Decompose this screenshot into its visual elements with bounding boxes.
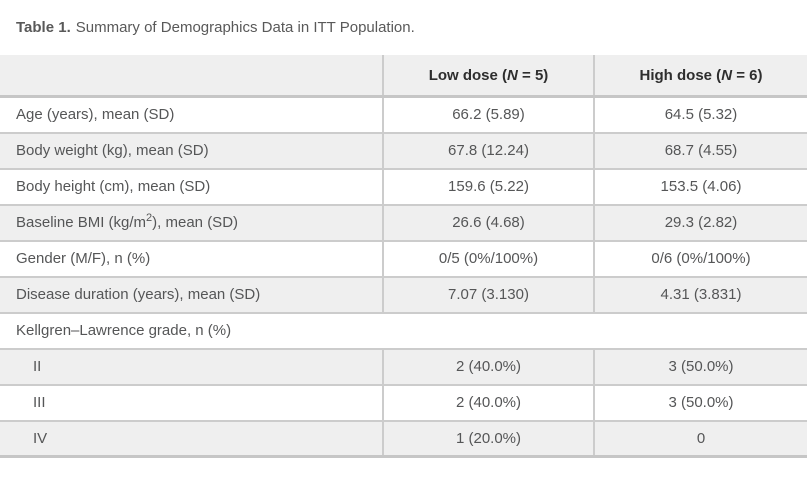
table-row-age: Age (years), mean (SD) 66.2 (5.89) 64.5 …	[0, 96, 807, 133]
low-dose-n: N	[507, 66, 518, 84]
row-label: Body height (cm), mean (SD)	[0, 167, 383, 205]
table-row-grade-2: II 2 (40.0%) 3 (50.0%)	[0, 347, 807, 385]
header-row: Low dose (N = 5) High dose (N = 6)	[0, 55, 807, 98]
row-label: III	[0, 383, 383, 421]
high-dose-value: 3 (50.0%)	[593, 347, 807, 385]
row-label: II	[0, 347, 383, 385]
row-label: IV	[0, 419, 383, 457]
low-dose-label-post: = 5)	[517, 66, 549, 84]
low-dose-value: 2 (40.0%)	[382, 347, 594, 385]
column-header-high-dose: High dose (N = 6)	[593, 55, 807, 98]
row-label: Disease duration (years), mean (SD)	[0, 275, 383, 313]
bmi-label-post: ), mean (SD)	[152, 214, 239, 231]
table-caption-text: Summary of Demographics Data in ITT Popu…	[75, 19, 415, 36]
low-dose-value: 26.6 (4.68)	[382, 203, 594, 241]
row-label: Age (years), mean (SD)	[16, 106, 175, 124]
high-dose-value: 4.31 (3.831)	[593, 275, 807, 313]
high-dose-value: 29.3 (2.82)	[593, 203, 807, 241]
low-dose-value: 2 (40.0%)	[382, 383, 594, 421]
high-dose-value: 68.7 (4.55)	[593, 131, 807, 169]
column-header-low-dose: Low dose (N = 5)	[382, 55, 594, 98]
table-row-kellgren-lawrence-section: Kellgren–Lawrence grade, n (%)	[0, 311, 807, 349]
table-row-disease-duration: Disease duration (years), mean (SD) 7.07…	[0, 275, 807, 313]
low-dose-value: 67.8 (12.24)	[382, 131, 594, 169]
bmi-label-pre: Baseline BMI (kg/m	[16, 214, 147, 231]
section-row-label: Kellgren–Lawrence grade, n (%)	[0, 311, 807, 349]
low-dose-value: 159.6 (5.22)	[382, 167, 594, 205]
low-dose-value: 7.07 (3.130)	[382, 275, 594, 313]
table-row-gender: Gender (M/F), n (%) 0/5 (0%/100%) 0/6 (0…	[0, 239, 807, 277]
header-empty-cell	[0, 55, 383, 98]
demographics-table: Low dose (N = 5) High dose (N = 6) Age (…	[0, 55, 807, 458]
high-dose-label-post: = 6)	[732, 66, 763, 84]
high-dose-value: 3 (50.0%)	[593, 383, 807, 421]
table-row-baseline-bmi: Baseline BMI (kg/m2), mean (SD) 26.6 (4.…	[0, 203, 807, 241]
table-row-grade-3: III 2 (40.0%) 3 (50.0%)	[0, 383, 807, 421]
low-dose-value: 1 (20.0%)	[382, 419, 594, 457]
high-dose-label-pre: High dose (	[639, 66, 722, 84]
high-dose-value: 64.5 (5.32)	[593, 96, 807, 133]
high-dose-value: 0	[593, 419, 807, 457]
low-dose-label-pre: Low dose (	[428, 66, 508, 84]
high-dose-n: N	[721, 66, 733, 84]
high-dose-value: 0/6 (0%/100%)	[593, 239, 807, 277]
low-dose-value: 66.2 (5.89)	[382, 96, 594, 133]
table-row-body-weight: Body weight (kg), mean (SD) 67.8 (12.24)…	[0, 131, 807, 169]
row-label: Body weight (kg), mean (SD)	[0, 131, 383, 169]
row-label: Baseline BMI (kg/m2), mean (SD)	[0, 203, 383, 241]
table-caption: Table 1. Summary of Demographics Data in…	[0, 0, 807, 55]
table-caption-number: Table 1.	[16, 19, 71, 36]
table-row-grade-4: IV 1 (20.0%) 0	[0, 419, 807, 457]
row-label: Gender (M/F), n (%)	[0, 239, 383, 277]
high-dose-value: 153.5 (4.06)	[593, 167, 807, 205]
bmi-superscript: 2	[146, 212, 153, 224]
table-row-body-height: Body height (cm), mean (SD) 159.6 (5.22)…	[0, 167, 807, 205]
low-dose-value: 0/5 (0%/100%)	[382, 239, 594, 277]
